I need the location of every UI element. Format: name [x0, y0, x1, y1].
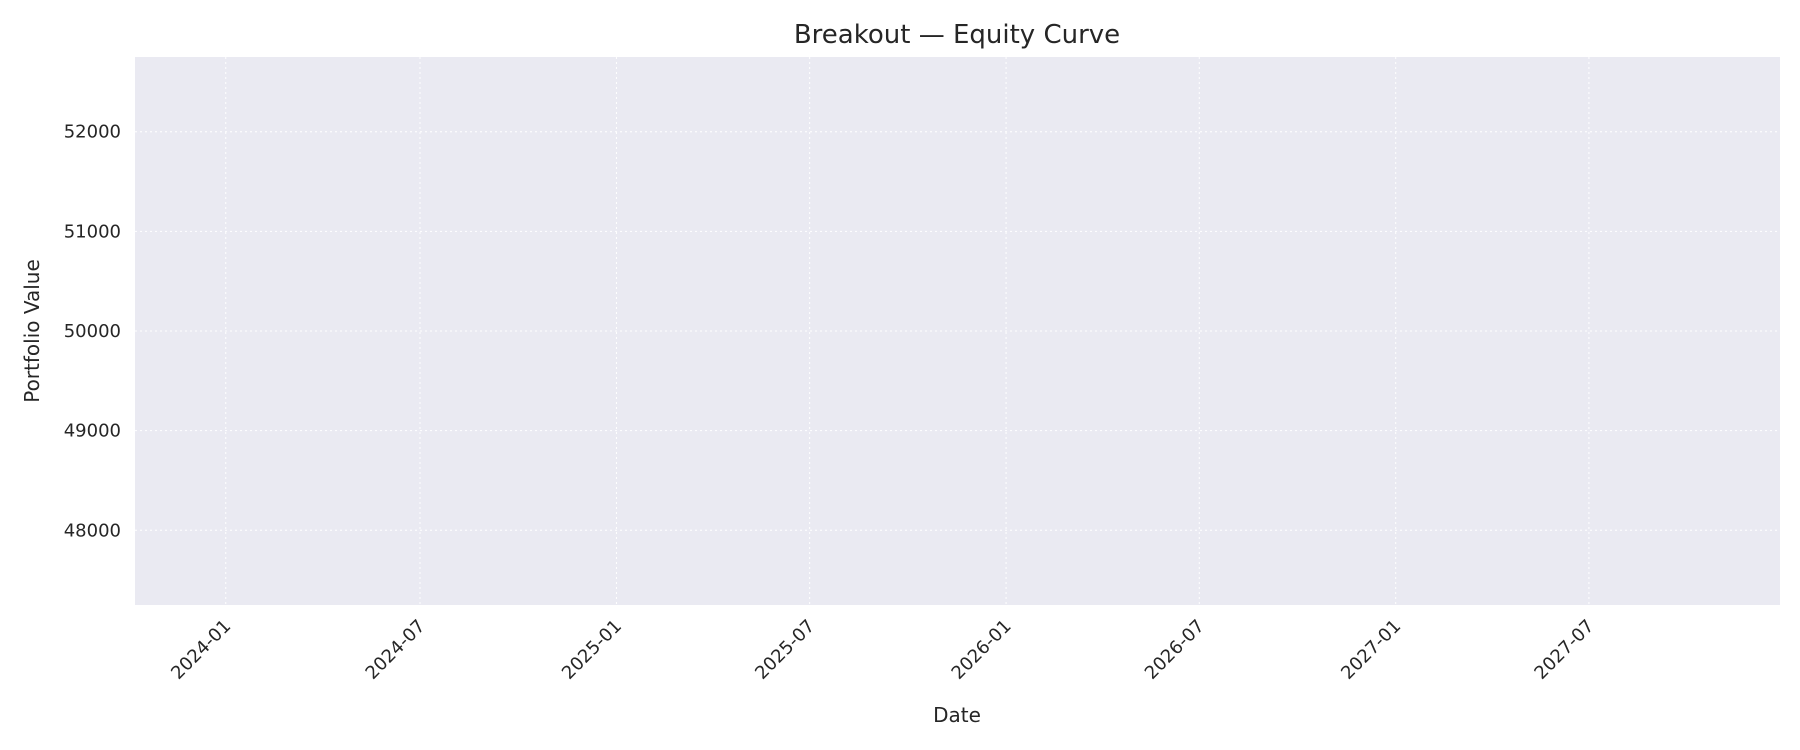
x-tick-label: 2024-01: [167, 616, 235, 684]
y-tick-label: 48000: [64, 520, 121, 541]
y-tick-label: 50000: [64, 321, 121, 342]
y-tick-label: 49000: [64, 421, 121, 442]
x-tick-label: 2025-07: [751, 616, 819, 684]
x-tick-label: 2027-07: [1530, 616, 1598, 684]
y-axis-label: Portfolio Value: [20, 259, 44, 403]
y-tick-labels: 48000 49000 50000 51000 52000: [64, 122, 121, 542]
x-tick-label: 2026-07: [1141, 616, 1209, 684]
x-tick-label: 2024-07: [362, 616, 430, 684]
x-tick-label: 2026-01: [948, 616, 1016, 684]
grid-lines: [135, 57, 1780, 605]
x-tick-labels: 2024-01 2024-07 2025-01 2025-07 2026-01 2026-…: [167, 616, 1598, 684]
x-tick-label: 2025-01: [558, 616, 626, 684]
y-tick-label: 51000: [64, 221, 121, 242]
x-tick-label: 2027-01: [1337, 616, 1405, 684]
chart-title: Breakout — Equity Curve: [794, 20, 1120, 50]
y-tick-label: 52000: [64, 122, 121, 143]
x-axis-label: Date: [933, 703, 981, 727]
